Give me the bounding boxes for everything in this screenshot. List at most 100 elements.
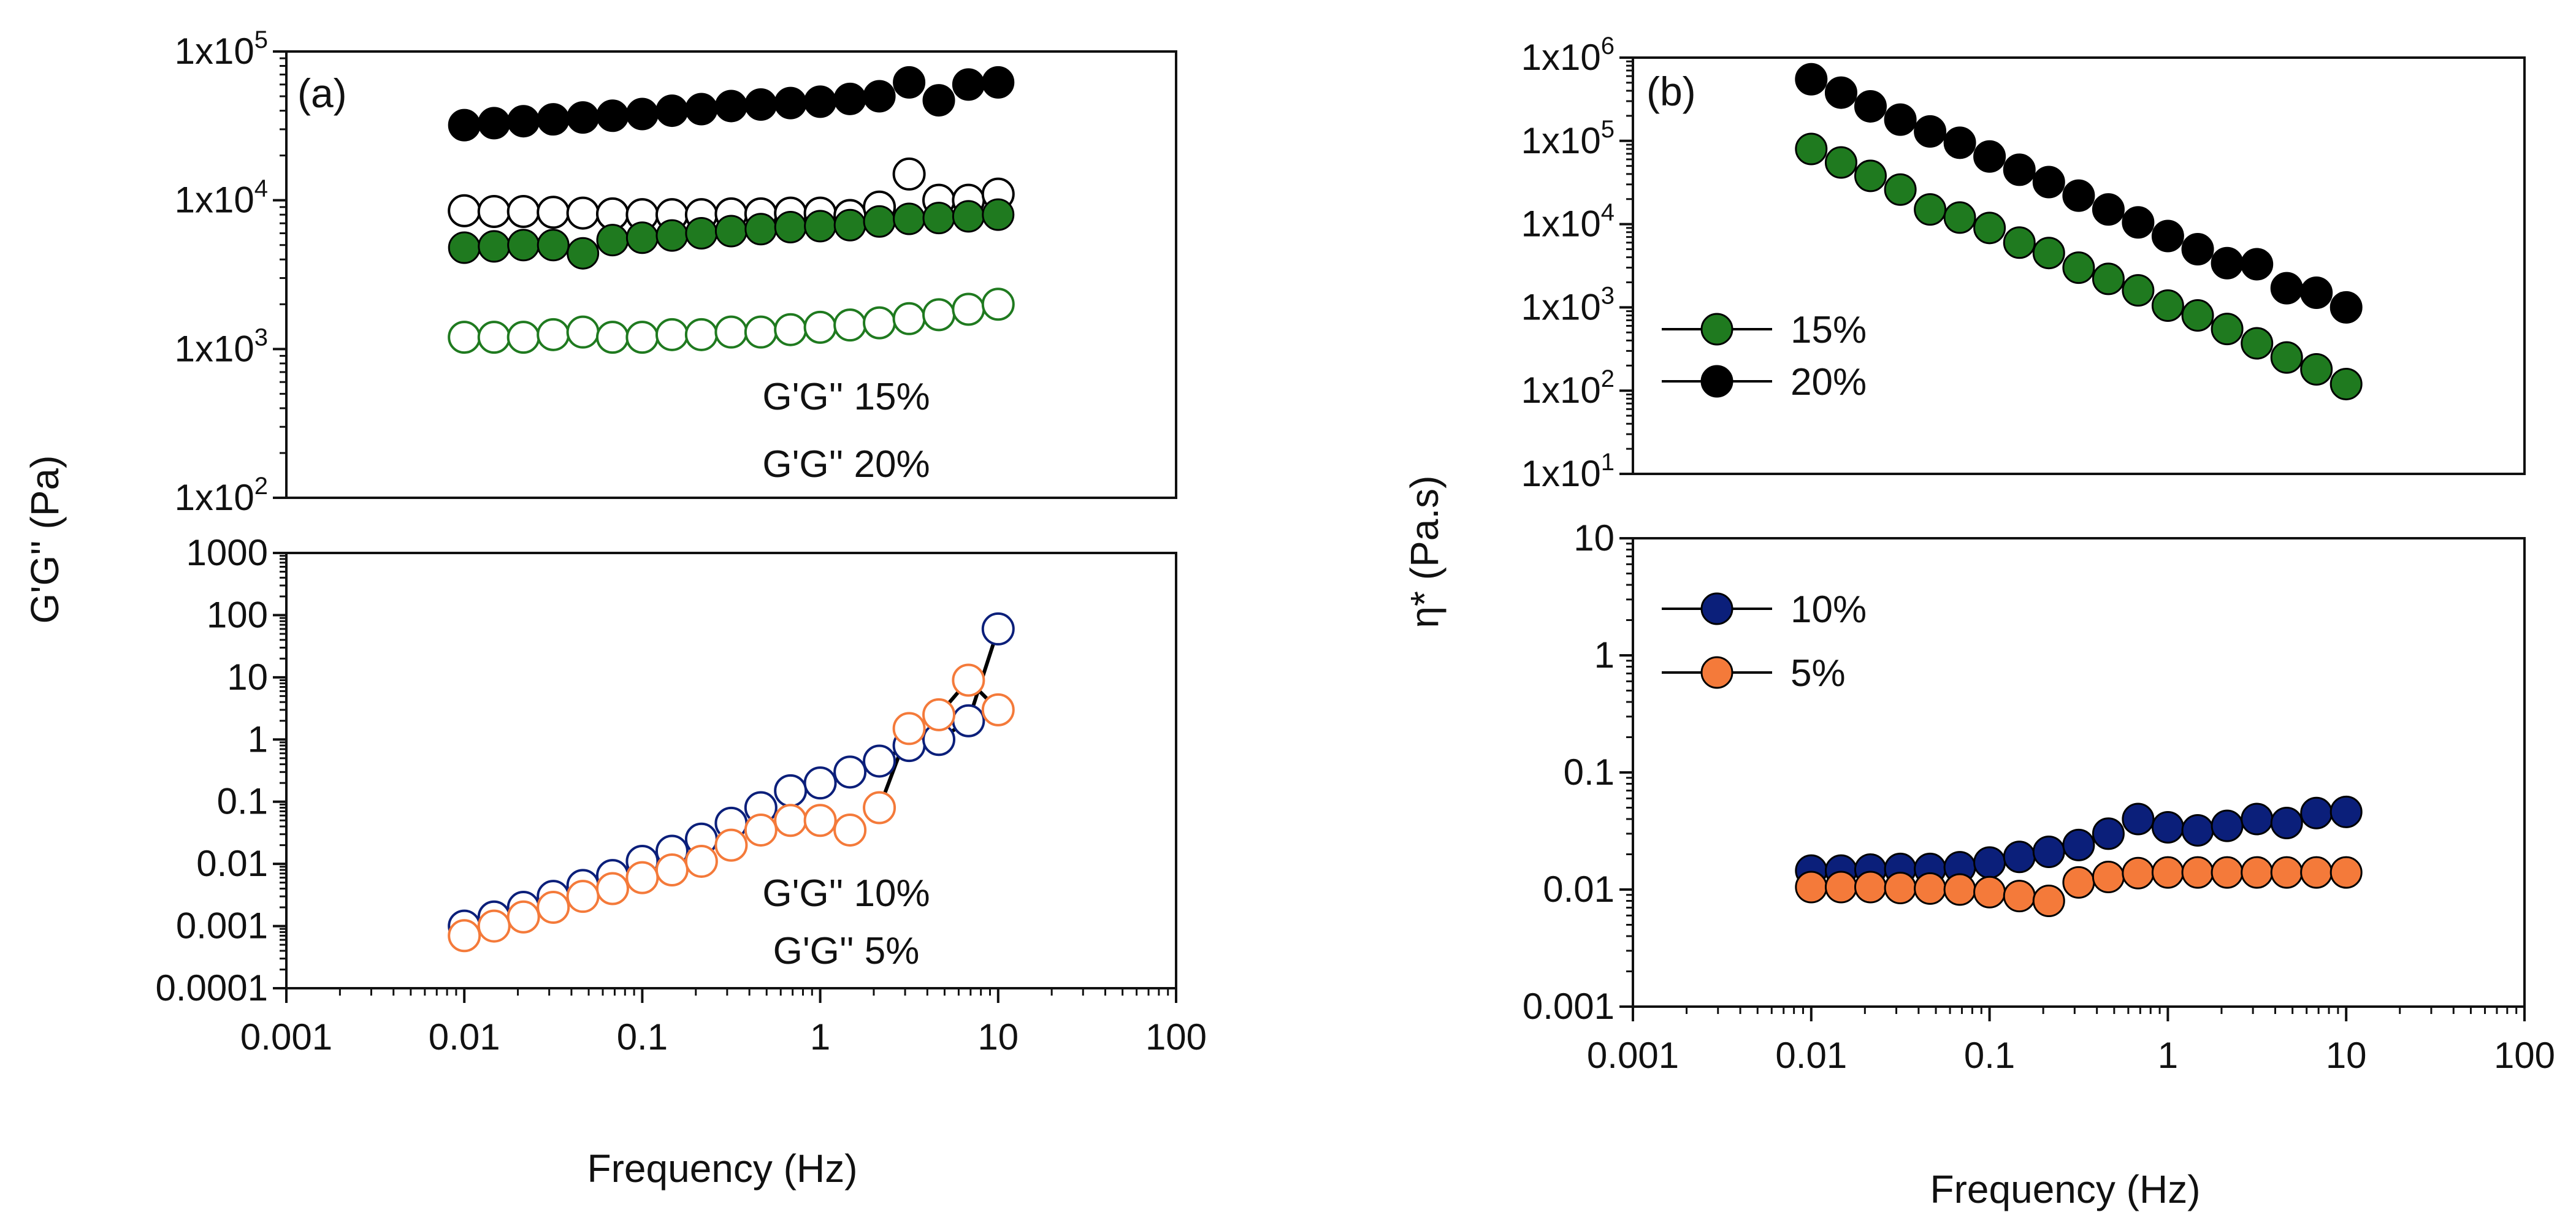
legend-entry: G'G'' 15% bbox=[762, 376, 930, 418]
data-point bbox=[1943, 126, 1976, 159]
plot-frame bbox=[285, 552, 1177, 989]
data-point bbox=[567, 101, 600, 134]
data-point bbox=[477, 195, 511, 229]
data-point bbox=[2241, 856, 2274, 889]
series-5pct bbox=[1795, 856, 2363, 918]
data-point bbox=[448, 919, 481, 953]
legend-entry: G'G'' 20% bbox=[762, 443, 930, 486]
x-tick-label: 0.1 bbox=[1964, 1035, 2015, 1076]
data-point bbox=[625, 97, 659, 131]
data-point bbox=[2032, 166, 2065, 199]
legend-marker bbox=[1700, 592, 1733, 625]
data-point bbox=[566, 315, 600, 349]
data-point bbox=[952, 663, 985, 697]
data-point bbox=[2062, 179, 2095, 212]
plot-frame bbox=[285, 50, 1177, 499]
x-tick-label: 1 bbox=[2158, 1035, 2178, 1076]
y-tick-label: 1x105 bbox=[1521, 116, 1615, 161]
series-10pct bbox=[1795, 795, 2363, 887]
y-tick-label: 1x103 bbox=[1521, 282, 1615, 327]
data-point bbox=[833, 755, 867, 789]
data-point bbox=[2270, 856, 2303, 889]
series-G-15pct bbox=[448, 198, 1015, 270]
data-point bbox=[2062, 828, 2095, 861]
data-point bbox=[1973, 875, 2006, 909]
data-point bbox=[2062, 866, 2095, 899]
y-tick-label: 1000 bbox=[186, 532, 268, 573]
legend-label: 20% bbox=[1791, 361, 1867, 403]
data-point bbox=[1914, 115, 1947, 148]
x-tick-label: 10 bbox=[977, 1016, 1019, 1058]
data-point bbox=[863, 306, 896, 340]
y-tick-label: 1x104 bbox=[1521, 199, 1615, 245]
data-point bbox=[2122, 206, 2155, 239]
series-G-15pct bbox=[448, 288, 1015, 354]
data-point bbox=[893, 66, 926, 99]
data-point bbox=[744, 813, 778, 847]
data-point bbox=[981, 612, 1015, 646]
data-point bbox=[2032, 885, 2065, 918]
data-point bbox=[2003, 226, 2036, 259]
data-point bbox=[952, 200, 985, 233]
data-point bbox=[2329, 291, 2363, 324]
data-point bbox=[2300, 796, 2333, 829]
plot-frame bbox=[1632, 56, 2526, 475]
data-point bbox=[2241, 327, 2274, 360]
data-point bbox=[448, 231, 481, 264]
data-point bbox=[981, 693, 1015, 726]
data-point bbox=[1854, 159, 1887, 192]
data-point bbox=[1884, 103, 1917, 136]
data-point bbox=[803, 766, 837, 800]
data-point bbox=[537, 891, 570, 924]
data-point bbox=[507, 105, 540, 138]
data-point bbox=[1795, 132, 1828, 166]
data-point bbox=[1824, 871, 1857, 904]
x-tick-label: 1 bbox=[810, 1016, 830, 1058]
data-point bbox=[566, 880, 600, 913]
data-point bbox=[2300, 856, 2333, 889]
data-point bbox=[537, 103, 570, 136]
y-tick-label: 1x106 bbox=[1521, 32, 1615, 78]
data-point bbox=[2003, 153, 2036, 186]
x-tick-label: 0.01 bbox=[429, 1016, 500, 1058]
data-point bbox=[506, 900, 540, 934]
x-tick-label: 0.001 bbox=[240, 1016, 332, 1058]
data-point bbox=[744, 88, 778, 121]
panel-a-top-chart: 1x105 1x104 1x103 1x102 (a) G'G'' 15% G'G'' 20… bbox=[175, 26, 1177, 518]
data-point bbox=[1973, 140, 2006, 173]
x-tick-label: 100 bbox=[2494, 1035, 2555, 1076]
y-tick-label: 1x104 bbox=[175, 175, 268, 221]
data-point bbox=[2151, 219, 2184, 253]
legend-label: 5% bbox=[1791, 652, 1846, 695]
y-tick-label: 0.1 bbox=[1564, 752, 1615, 793]
y-tick-label: 1x102 bbox=[1521, 365, 1615, 411]
data-point bbox=[655, 219, 689, 252]
data-point bbox=[685, 93, 718, 126]
data-point bbox=[863, 744, 896, 778]
data-point bbox=[1914, 872, 1947, 905]
data-point bbox=[1973, 846, 2006, 879]
data-point bbox=[833, 208, 866, 242]
y-tick-label: 1 bbox=[248, 718, 268, 760]
data-point bbox=[625, 221, 659, 254]
data-point bbox=[1943, 873, 1976, 906]
data-point bbox=[537, 196, 570, 229]
data-point bbox=[2122, 274, 2155, 307]
data-point bbox=[2032, 237, 2065, 270]
data-point bbox=[2211, 809, 2244, 842]
data-point bbox=[1914, 193, 1947, 226]
data-point bbox=[1854, 90, 1887, 123]
data-point bbox=[952, 68, 985, 101]
data-point bbox=[655, 94, 689, 128]
panel-label: (b) bbox=[1646, 69, 1696, 114]
legend-marker bbox=[1700, 365, 1733, 398]
data-point bbox=[507, 229, 540, 262]
y-tick-label: 0.0001 bbox=[155, 967, 268, 1008]
series-G-20pct bbox=[448, 66, 1015, 142]
y-tick-label: 1x105 bbox=[175, 26, 268, 72]
data-point bbox=[2181, 232, 2214, 265]
data-point bbox=[892, 302, 926, 335]
data-point bbox=[684, 844, 718, 878]
data-point bbox=[2032, 835, 2065, 868]
series-G-G-5pct bbox=[448, 663, 1015, 953]
